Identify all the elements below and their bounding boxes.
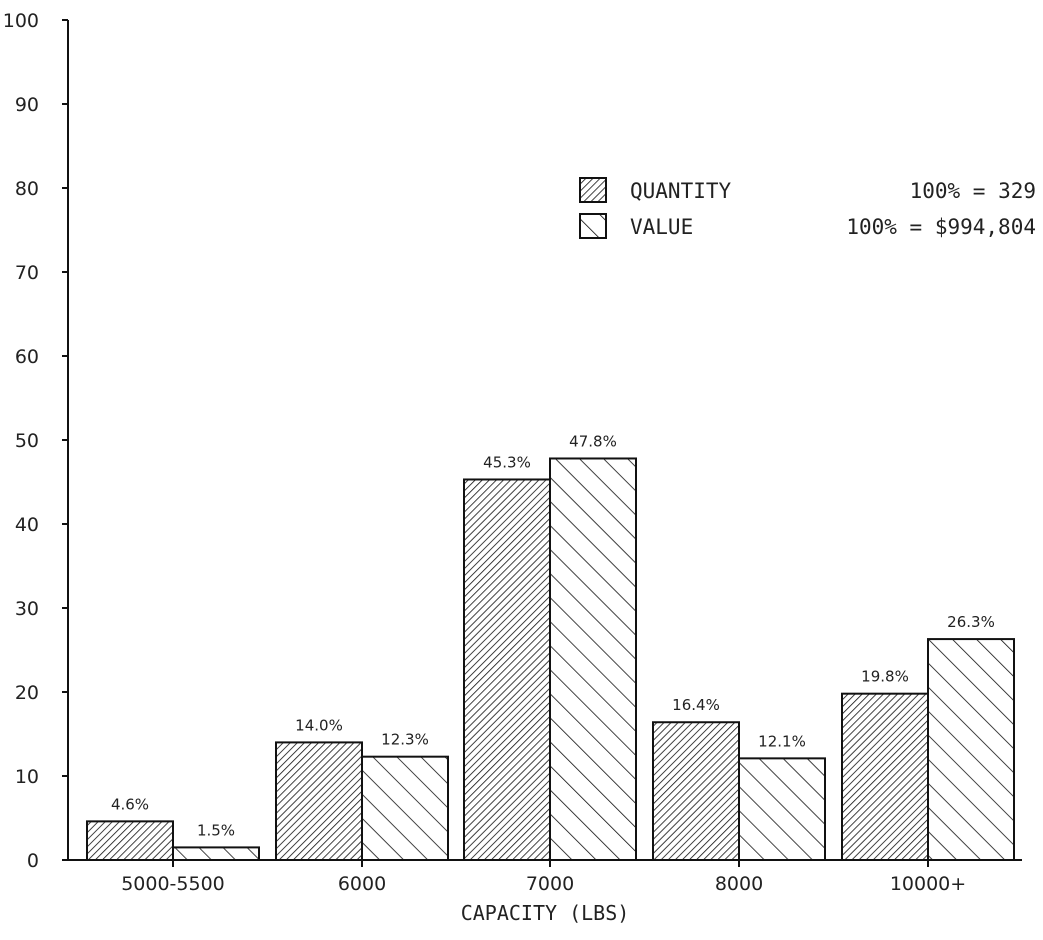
bar-quantity xyxy=(463,478,551,861)
y-tick-label: 80 xyxy=(15,178,39,200)
y-tick-label: 100 xyxy=(3,10,39,32)
bar-quantity xyxy=(275,741,363,862)
x-tick-label: 8000 xyxy=(715,873,763,895)
legend-label-quantity: QUANTITY xyxy=(630,179,732,203)
x-tick-label: 7000 xyxy=(526,873,574,895)
y-tick-label: 90 xyxy=(15,94,39,116)
y-tick-label: 30 xyxy=(15,598,39,620)
bar-labels: 4.6% 1.5% 14.0% 12.3% 45.3% 47.8% 16.4% 12.1% 19… xyxy=(111,432,995,839)
data-label-value: 12.1% xyxy=(758,732,806,750)
category-labels: 5000-5500 6000 7000 8000 10000+ xyxy=(121,873,966,895)
bar-value xyxy=(172,846,260,862)
data-label-value: 47.8% xyxy=(569,432,617,450)
legend-swatch-value xyxy=(579,213,607,239)
data-label-quantity: 4.6% xyxy=(111,795,149,813)
x-tick-label: 5000-5500 xyxy=(121,873,225,895)
y-tick-label: 60 xyxy=(15,346,39,368)
data-label-quantity: 14.0% xyxy=(295,716,343,734)
x-tick-label: 6000 xyxy=(338,873,386,895)
x-axis xyxy=(68,859,1022,867)
y-tick-label: 10 xyxy=(15,766,39,788)
data-label-quantity: 16.4% xyxy=(672,696,720,714)
bar-quantity xyxy=(841,692,929,861)
bar-quantity xyxy=(86,820,174,861)
y-tick-label: 70 xyxy=(15,262,39,284)
legend-item-value: VALUE 100% = $994,804 xyxy=(579,213,1036,239)
bar-quantity xyxy=(652,721,740,861)
bar-value xyxy=(549,457,637,861)
data-label-value: 1.5% xyxy=(197,821,235,839)
legend-item-quantity: QUANTITY 100% = 329 xyxy=(579,177,1036,203)
legend-swatch-quantity xyxy=(579,177,607,203)
data-label-quantity: 19.8% xyxy=(861,668,909,686)
legend: QUANTITY 100% = 329 VALUE 100% = $994,80… xyxy=(579,177,1036,239)
x-axis-title: CAPACITY (LBS) xyxy=(461,901,630,925)
x-tick-label: 10000+ xyxy=(890,873,966,895)
data-label-value: 26.3% xyxy=(947,613,995,631)
bar-value xyxy=(361,755,449,861)
y-tick-label: 50 xyxy=(15,430,39,452)
legend-label-value: VALUE xyxy=(630,215,693,239)
y-axis: 0 10 20 30 40 50 60 70 80 90 100 xyxy=(3,10,69,872)
bars xyxy=(86,457,1015,862)
legend-value-value: 100% = $994,804 xyxy=(846,215,1036,239)
bar-value xyxy=(927,638,1015,862)
y-tick-label: 20 xyxy=(15,682,39,704)
bar-value xyxy=(738,757,826,861)
y-tick-label: 0 xyxy=(27,850,39,872)
y-tick-label: 40 xyxy=(15,514,39,536)
data-label-value: 12.3% xyxy=(381,731,429,749)
legend-value-quantity: 100% = 329 xyxy=(910,179,1036,203)
data-label-quantity: 45.3% xyxy=(483,453,531,471)
